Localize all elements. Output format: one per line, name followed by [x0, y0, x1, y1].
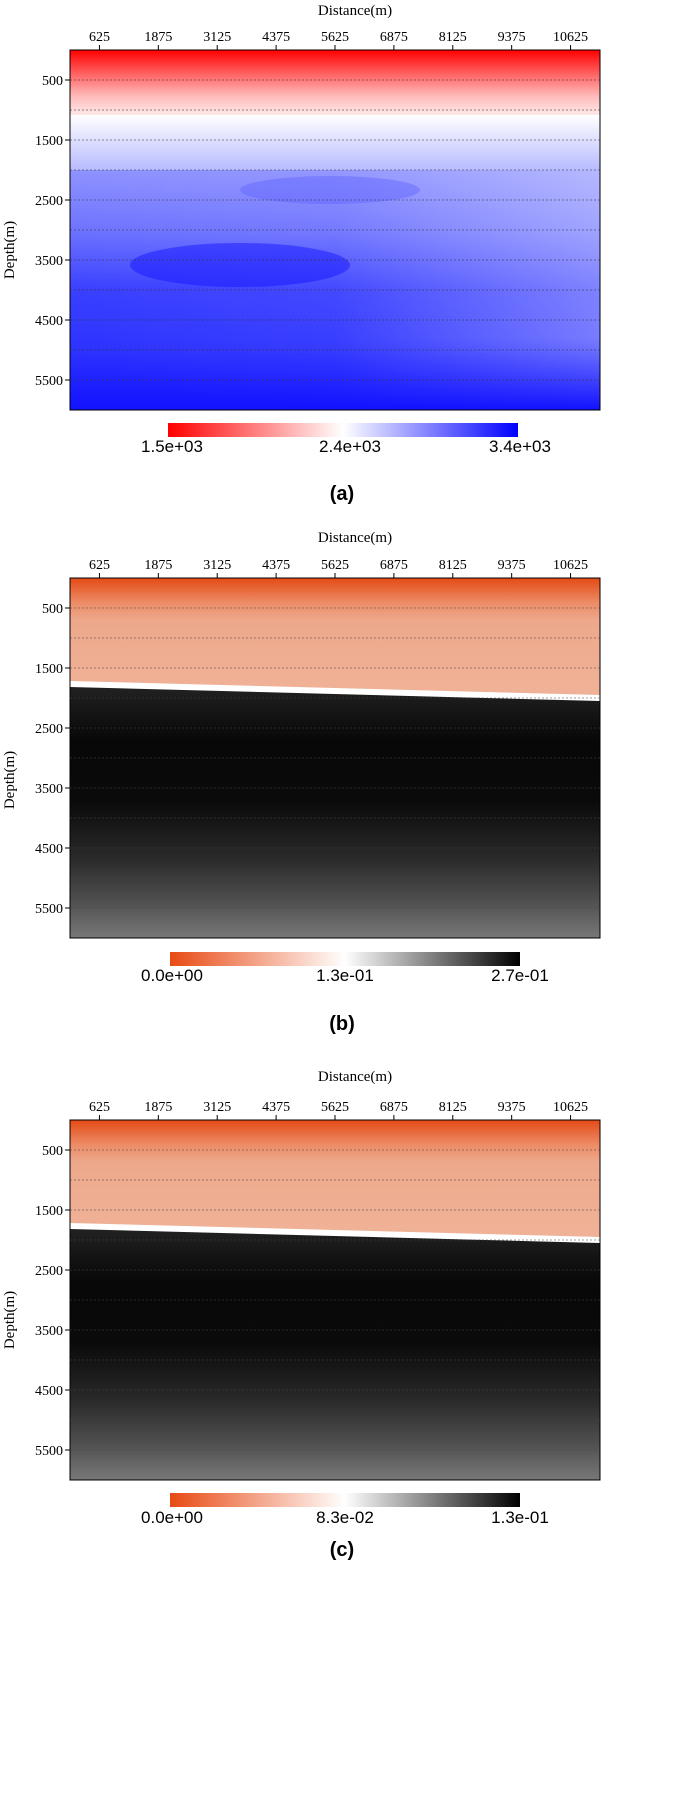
x-tick-label: 10625 [553, 1100, 588, 1115]
x-tick-label: 9375 [498, 558, 526, 573]
y-tick-label: 4500 [35, 314, 63, 329]
x-tick-label: 4375 [262, 558, 290, 573]
y-tick-label: 3500 [35, 1324, 63, 1339]
y-tick-label: 4500 [35, 842, 63, 857]
colorbar-label-b-min: 0.0e+00 [141, 966, 203, 985]
x-tick-label: 9375 [498, 30, 526, 45]
y-tick-label: 500 [42, 1144, 63, 1159]
x-tick-label: 6875 [380, 558, 408, 573]
y-tick-label: 5500 [35, 1444, 63, 1459]
x-axis-title-b: Distance(m) [318, 530, 392, 546]
y-tick-label: 1500 [35, 1204, 63, 1219]
x-tick-label: 5625 [321, 558, 349, 573]
x-tick-label: 1875 [144, 30, 172, 45]
colorbar-label-b-max: 2.7e-01 [491, 966, 549, 985]
x-tick-label: 5625 [321, 30, 349, 45]
panel-b: Distance(m) 625 1875 3125 4375 5625 6875 8125 9… [2, 530, 601, 1035]
x-tick-label: 8125 [439, 558, 467, 573]
y-tick-label: 1500 [35, 662, 63, 677]
x-ticks-a: 625 1875 3125 4375 5625 6875 8125 9375 10625 [89, 30, 588, 50]
colorbar-label-a-min: 1.5e+03 [141, 437, 203, 456]
y-axis-title-b: Depth(m) [2, 751, 18, 809]
y-tick-label: 2500 [35, 1264, 63, 1279]
grid-lines-b [70, 607, 600, 909]
x-tick-label: 6875 [380, 30, 408, 45]
y-tick-label: 5500 [35, 374, 63, 389]
y-tick-label: 5500 [35, 902, 63, 917]
y-axis-title-a: Depth(m) [2, 221, 18, 279]
colorbar-label-c-min: 0.0e+00 [141, 1508, 203, 1527]
y-tick-label: 4500 [35, 1384, 63, 1399]
y-ticks-b: 500 1500 2500 3500 4500 5500 [35, 602, 70, 917]
x-tick-label: 3125 [203, 1100, 231, 1115]
x-tick-label: 10625 [553, 558, 588, 573]
y-tick-label: 500 [42, 74, 63, 89]
y-axis-title-c: Depth(m) [2, 1291, 18, 1349]
panel-label-a: (a) [330, 483, 354, 505]
panel-label-b: (b) [329, 1013, 355, 1035]
colorbar-label-a-max: 3.4e+03 [489, 437, 551, 456]
colorbar-label-b-mid: 1.3e-01 [316, 966, 374, 985]
x-tick-label: 9375 [498, 1100, 526, 1115]
grid-lines-c [70, 1149, 600, 1451]
x-tick-label: 1875 [144, 1100, 172, 1115]
x-tick-label: 8125 [439, 30, 467, 45]
x-tick-label: 3125 [203, 558, 231, 573]
colorbar-c: 0.0e+00 8.3e-02 1.3e-01 [141, 1493, 549, 1527]
y-tick-label: 1500 [35, 134, 63, 149]
x-tick-label: 1875 [144, 558, 172, 573]
x-tick-label: 625 [89, 30, 110, 45]
colorbar-label-a-mid: 2.4e+03 [319, 437, 381, 456]
x-tick-label: 3125 [203, 30, 231, 45]
colorbar-b: 0.0e+00 1.3e-01 2.7e-01 [141, 952, 549, 985]
x-tick-label: 4375 [262, 1100, 290, 1115]
panel-c: Distance(m) 625 1875 3125 4375 5625 6875 8125 9… [2, 1069, 601, 1561]
panel-label-c: (c) [330, 1539, 354, 1561]
colorbar-label-c-max: 1.3e-01 [491, 1508, 549, 1527]
y-ticks-c: 500 1500 2500 3500 4500 5500 [35, 1144, 70, 1459]
x-axis-title-c: Distance(m) [318, 1069, 392, 1085]
x-ticks-b: 625 1875 3125 4375 5625 6875 8125 9375 10625 [89, 558, 588, 578]
y-tick-label: 3500 [35, 254, 63, 269]
grid-lines-a [70, 79, 600, 381]
x-tick-label: 625 [89, 558, 110, 573]
x-tick-label: 4375 [262, 30, 290, 45]
x-tick-label: 625 [89, 1100, 110, 1115]
y-tick-label: 2500 [35, 194, 63, 209]
x-tick-label: 5625 [321, 1100, 349, 1115]
x-tick-label: 6875 [380, 1100, 408, 1115]
y-tick-label: 2500 [35, 722, 63, 737]
x-axis-title-a: Distance(m) [318, 3, 392, 19]
colorbar-label-c-mid: 8.3e-02 [316, 1508, 374, 1527]
x-tick-label: 8125 [439, 1100, 467, 1115]
colorbar-a: 1.5e+03 2.4e+03 3.4e+03 [141, 423, 551, 456]
y-tick-label: 3500 [35, 782, 63, 797]
x-tick-label: 10625 [553, 30, 588, 45]
y-tick-label: 500 [42, 602, 63, 617]
panel-a: Distance(m) 625 1875 3125 4375 5625 6875 8125 9… [2, 3, 601, 505]
y-ticks-a: 500 1500 2500 3500 4500 5500 [35, 74, 70, 389]
x-ticks-c: 625 1875 3125 4375 5625 6875 8125 9375 10625 [89, 1100, 588, 1120]
